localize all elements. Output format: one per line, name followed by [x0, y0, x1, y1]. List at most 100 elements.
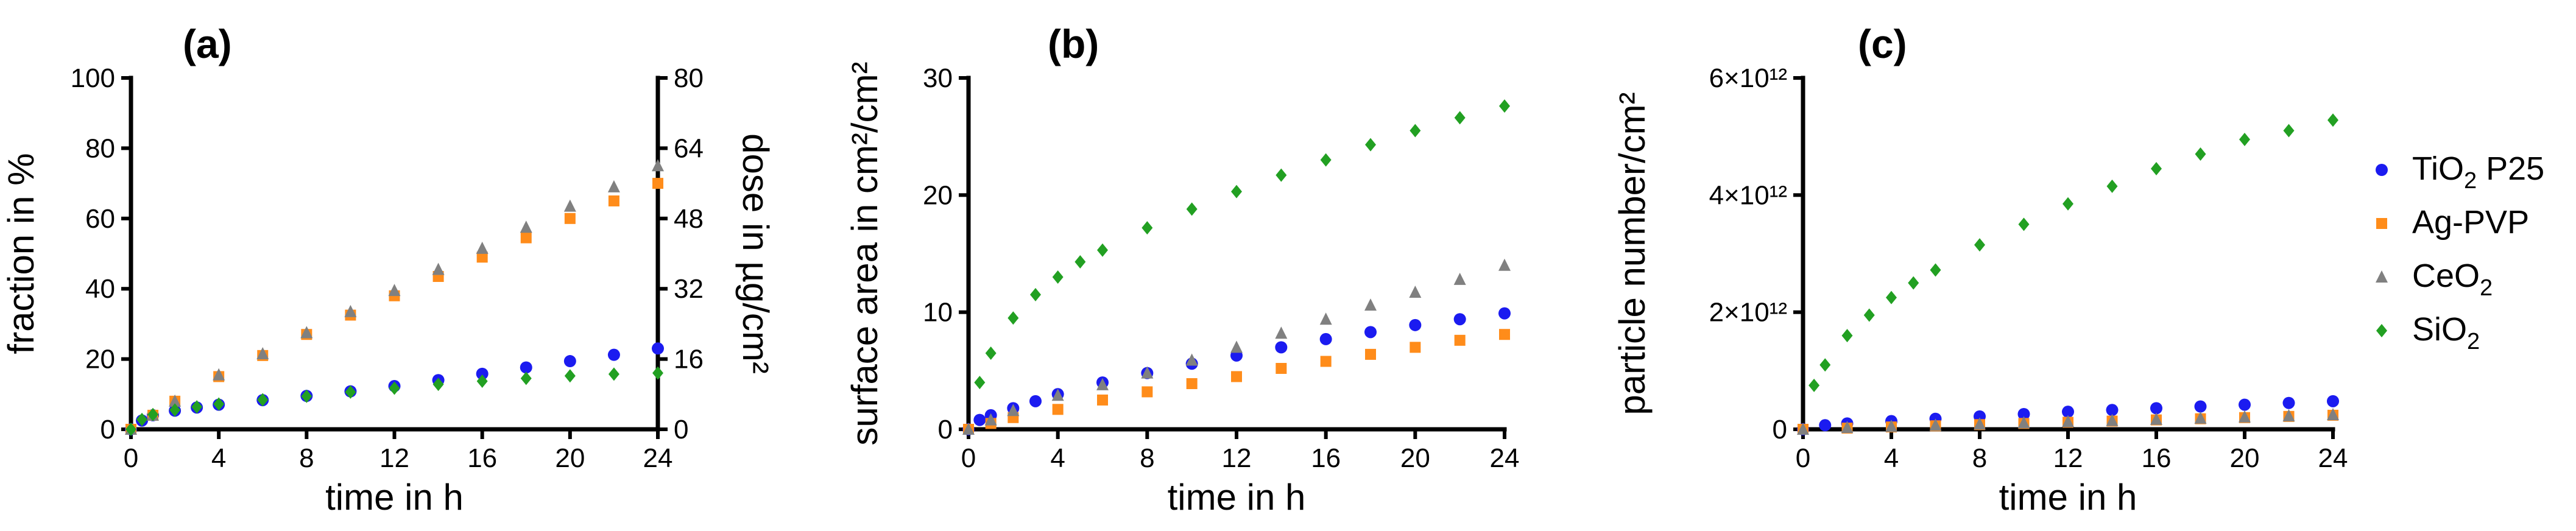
y2-tick-label: 48	[674, 204, 704, 234]
data-point	[257, 393, 269, 407]
legend-marker	[2376, 164, 2388, 176]
data-point	[213, 397, 225, 411]
data-point	[432, 378, 444, 392]
data-point	[1410, 124, 1421, 138]
y-tick-label: 20	[85, 345, 115, 375]
legend-item: TiO2 P25	[2376, 150, 2544, 194]
data-point	[1052, 404, 1064, 415]
x-tick-label: 24	[643, 443, 673, 473]
series-ceo2	[962, 258, 1511, 435]
data-point	[2017, 407, 2030, 420]
data-point	[213, 368, 225, 381]
series-ag-pvp	[125, 178, 663, 435]
y-tick-label: 6×10¹²	[1709, 63, 1787, 93]
data-point	[563, 199, 576, 212]
data-point	[1231, 185, 1242, 199]
data-point	[1453, 272, 1466, 285]
legend-label: SiO2	[2412, 311, 2480, 354]
data-point	[1409, 318, 1422, 331]
legend-label: Ag-PVP	[2412, 204, 2529, 241]
data-point	[1409, 285, 1422, 298]
series-sio2	[974, 99, 1510, 390]
chart-panel-2: 0 4 8 12 16 20 24 0 10 20 30 time in h surface area …	[844, 21, 1519, 518]
data-point	[2327, 395, 2339, 407]
panel-label: (a)	[183, 21, 232, 66]
legend: TiO2 P25 Ag-PVP CeO2 SiO2	[2376, 150, 2544, 354]
data-point	[2194, 411, 2207, 424]
data-point	[147, 407, 159, 421]
y-tick-label: 2×10¹²	[1709, 298, 1787, 328]
data-point	[962, 423, 975, 435]
data-point	[2063, 197, 2073, 211]
data-point	[974, 376, 986, 390]
y-tick-label: 60	[85, 204, 115, 234]
data-point	[1051, 389, 1064, 401]
data-point	[476, 374, 488, 388]
data-point	[520, 371, 532, 385]
y-tick-label: 0	[101, 415, 115, 445]
legend-item: SiO2	[2376, 311, 2480, 354]
data-point	[652, 159, 664, 172]
data-point	[1498, 307, 1511, 320]
data-point	[1142, 386, 1153, 398]
data-point	[1231, 371, 1242, 382]
data-point	[1030, 287, 1041, 301]
data-point	[1142, 221, 1153, 235]
data-point	[1097, 394, 1108, 406]
data-point	[2327, 407, 2339, 420]
data-point	[652, 342, 664, 355]
data-point	[1007, 404, 1020, 417]
y2-tick-label: 80	[674, 63, 704, 93]
data-point	[985, 346, 997, 360]
x-tick-label: 16	[1311, 443, 1341, 473]
data-point	[1808, 378, 1820, 392]
y-tick-label: 4×10¹²	[1709, 180, 1787, 210]
x-tick-label: 24	[1490, 443, 1520, 473]
data-point	[191, 400, 203, 414]
data-point	[2151, 162, 2162, 176]
data-point	[125, 423, 136, 436]
y-tick-label: 80	[85, 133, 115, 163]
data-point	[1319, 312, 1332, 325]
legend-marker	[2376, 270, 2388, 283]
x-tick-label: 8	[1972, 443, 1987, 473]
data-point	[1929, 418, 1942, 431]
data-point	[389, 381, 400, 395]
data-point	[1863, 308, 1875, 322]
data-point	[1974, 417, 1986, 430]
data-point	[563, 355, 576, 368]
data-point	[564, 369, 576, 383]
legend-suffix: P25	[2477, 150, 2544, 187]
data-point	[476, 367, 489, 380]
data-point	[2106, 404, 2119, 417]
data-point	[607, 180, 620, 192]
data-point	[1230, 340, 1243, 353]
series-ceo2	[1797, 407, 2339, 435]
y-tick-label: 20	[923, 180, 953, 210]
data-point	[169, 403, 181, 417]
y2-tick-label: 16	[674, 345, 704, 375]
data-point	[1029, 395, 1042, 407]
data-point	[1319, 332, 1332, 345]
y2-tick-label: 32	[674, 274, 704, 304]
x-tick-label: 20	[1400, 443, 1430, 473]
x-tick-label: 4	[1884, 443, 1899, 473]
y2-axis-label: dose in µg/cm²	[735, 133, 776, 374]
data-point	[1275, 326, 1288, 339]
x-tick-label: 12	[1222, 443, 1252, 473]
data-point	[2327, 113, 2338, 127]
data-point	[345, 385, 356, 399]
x-tick-label: 12	[2053, 443, 2083, 473]
data-point	[608, 367, 619, 381]
data-point	[2062, 415, 2074, 427]
data-point	[1276, 168, 1287, 182]
data-point	[301, 389, 312, 403]
y2-tick-label: 0	[674, 415, 688, 445]
data-point	[1007, 311, 1019, 325]
legend-item: CeO2	[2376, 258, 2493, 301]
data-point	[1320, 356, 1332, 367]
data-point	[1052, 270, 1064, 284]
data-point	[476, 241, 489, 254]
data-point	[652, 366, 663, 380]
